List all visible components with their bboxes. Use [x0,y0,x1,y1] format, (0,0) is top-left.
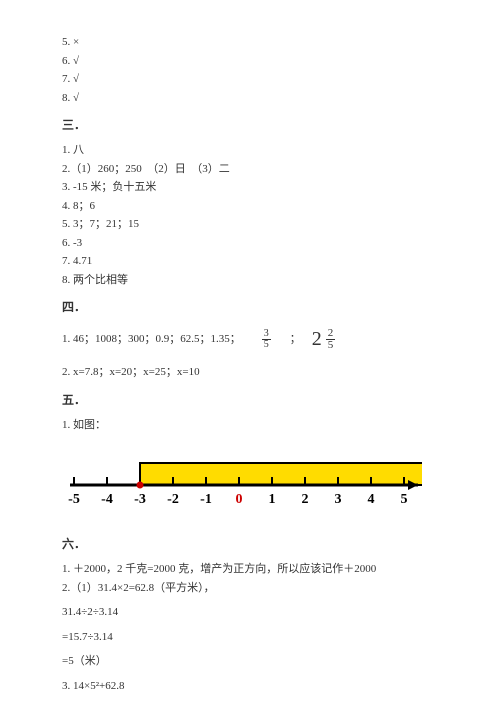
sec6-line: 3. 14×5²+62.8 [62,678,438,695]
sec5-line1: 1. 如图： [62,417,438,434]
item-num: 6. [62,55,70,67]
section-5-header: 五． [62,391,438,409]
section-6-body: 1. ＋2000，2 千克=2000 克，增产为正方向，所以应该记作＋2000 … [62,561,438,694]
judgment-list: 5. × 6. √ 7. √ 8. √ [62,34,438,106]
sec3-item: 1. 八 [62,142,438,159]
svg-text:5: 5 [401,492,408,507]
svg-text:2: 2 [302,492,309,507]
item-mark: √ [73,92,79,104]
sec6-line: 31.4÷2÷3.14 [62,604,438,621]
svg-text:4: 4 [368,492,375,507]
sec3-item: 2.（1）260；250 （2）日 （3）二 [62,161,438,178]
fraction-num: 3 [262,329,271,340]
item-mark: × [73,36,79,48]
svg-text:0: 0 [236,492,243,507]
section-4-header: 四． [62,298,438,316]
svg-text:-3: -3 [134,492,146,507]
sec3-item: 7. 4.71 [62,253,438,270]
fraction-den: 5 [262,340,271,350]
mixed-whole: 2 [312,324,322,354]
mixed-number: 2 2 5 [312,324,339,354]
svg-text:-2: -2 [167,492,179,507]
sec3-item: 3. -15 米；负十五米 [62,179,438,196]
svg-text:1: 1 [269,492,276,507]
sec4-line2: 2. x=7.8；x=20；x=25；x=10 [62,364,438,381]
fraction-den: 5 [326,340,336,351]
judgment-item: 8. √ [62,90,438,107]
separator: ； [290,331,301,348]
judgment-item: 6. √ [62,53,438,70]
sec3-item: 6. -3 [62,235,438,252]
judgment-item: 7. √ [62,71,438,88]
sec6-line: 1. ＋2000，2 千克=2000 克，增产为正方向，所以应该记作＋2000 [62,561,438,578]
fraction: 3 5 [262,329,271,350]
sec6-line: =5（米） [62,653,438,670]
svg-text:3: 3 [335,492,342,507]
sec4-line1-prefix: 1. 46；1008；300；0.9；62.5；1.35； [62,331,241,348]
sec6-line: =15.7÷3.14 [62,629,438,646]
fraction-num: 2 [326,328,336,340]
number-line-svg: -5 -4 -3 -2 -1 0 1 2 3 4 5 [62,447,422,517]
item-mark: √ [73,55,79,67]
sec6-line: 2.（1）31.4×2=62.8（平方米）， [62,580,438,597]
judgment-item: 5. × [62,34,438,51]
svg-text:-1: -1 [200,492,212,507]
svg-text:-5: -5 [68,492,80,507]
section-3-body: 1. 八 2.（1）260；250 （2）日 （3）二 3. -15 米；负十五… [62,142,438,288]
sec3-item: 4. 8；6 [62,198,438,215]
number-line-figure: -5 -4 -3 -2 -1 0 1 2 3 4 5 [62,447,438,517]
svg-text:-4: -4 [101,492,113,507]
sec3-item: 8. 两个比相等 [62,272,438,289]
item-num: 7. [62,73,70,85]
sec3-item: 5. 3；7；21；15 [62,216,438,233]
mixed-frac: 2 5 [326,328,336,351]
sec4-line1: 1. 46；1008；300；0.9；62.5；1.35； 3 5 ； 2 2 … [62,324,438,354]
item-num: 5. [62,36,70,48]
section-3-header: 三． [62,116,438,134]
item-mark: √ [73,73,79,85]
section-6-header: 六． [62,535,438,553]
item-num: 8. [62,92,70,104]
